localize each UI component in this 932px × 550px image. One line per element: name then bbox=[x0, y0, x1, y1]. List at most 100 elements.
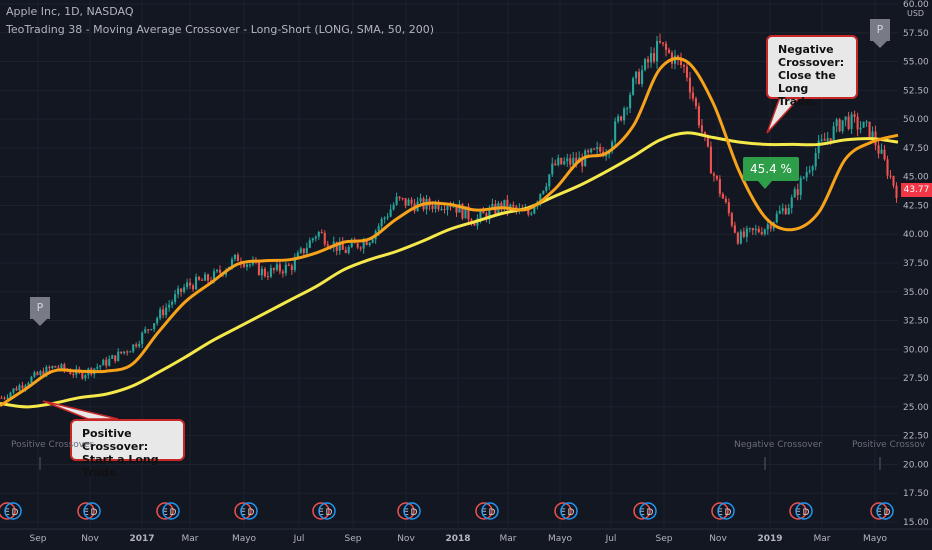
candle-body bbox=[201, 279, 204, 281]
position-marker-close[interactable]: P bbox=[870, 19, 890, 48]
candle-body bbox=[269, 268, 272, 277]
candle-body bbox=[706, 135, 709, 147]
candle-body bbox=[859, 127, 862, 130]
candle-body bbox=[853, 114, 856, 117]
candle-body bbox=[652, 53, 656, 62]
candle-body bbox=[835, 119, 838, 127]
candle-body bbox=[769, 224, 772, 229]
candle-body bbox=[596, 146, 599, 150]
candle-body bbox=[545, 186, 548, 191]
price-tick-label: 17.50 bbox=[903, 489, 929, 499]
candle-body bbox=[72, 374, 75, 376]
candle-body bbox=[587, 150, 590, 153]
candle-body bbox=[485, 213, 488, 220]
time-tick-label: Nov bbox=[81, 534, 99, 544]
price-axis: 60.00 57.50 55.00 52.50 50.00 47.50 45.00 42.50… bbox=[903, 0, 929, 528]
candle-body bbox=[419, 198, 422, 202]
candle-body bbox=[658, 40, 662, 43]
candle-body bbox=[212, 271, 216, 282]
candle-body bbox=[206, 274, 210, 281]
candle-body bbox=[203, 274, 207, 281]
candle-body bbox=[575, 157, 578, 163]
earnings-icon bbox=[397, 502, 415, 520]
candle-body bbox=[781, 208, 784, 211]
candle-body bbox=[685, 66, 689, 78]
candle-body bbox=[500, 202, 503, 210]
candle-body bbox=[39, 371, 42, 375]
candle-body bbox=[736, 232, 739, 244]
candle-body bbox=[751, 228, 754, 231]
dividend-letter: D bbox=[411, 508, 418, 518]
result-pointer bbox=[758, 181, 772, 189]
earnings-letter: E bbox=[318, 508, 324, 518]
candle-body bbox=[473, 223, 476, 226]
candle-body bbox=[344, 249, 347, 253]
candle-body bbox=[763, 229, 766, 235]
candle-body bbox=[482, 211, 485, 214]
candle-body bbox=[407, 199, 410, 206]
callout-line: Trade. bbox=[778, 95, 817, 108]
candle-body bbox=[799, 177, 802, 195]
candle-body bbox=[760, 232, 763, 235]
candle-body bbox=[326, 244, 329, 247]
candle-body bbox=[365, 240, 368, 246]
earnings-letter: E bbox=[560, 508, 566, 518]
candle-body bbox=[724, 198, 727, 203]
candle-body bbox=[554, 163, 557, 165]
candle-body bbox=[847, 116, 850, 129]
candle-body bbox=[877, 145, 880, 154]
candle-body bbox=[401, 198, 404, 200]
candle-body bbox=[159, 309, 162, 319]
candle-body bbox=[12, 388, 15, 393]
candle-body bbox=[248, 264, 251, 266]
candle-body bbox=[691, 92, 695, 99]
candle-body bbox=[380, 218, 383, 227]
dividend-icon bbox=[560, 502, 578, 520]
candle-body bbox=[623, 108, 626, 121]
candle-body bbox=[3, 397, 6, 399]
candle-body bbox=[42, 371, 45, 377]
earnings-icon bbox=[711, 502, 729, 520]
candle-body bbox=[135, 344, 138, 347]
dividend-letter: D bbox=[91, 508, 98, 518]
dividend-letter: D bbox=[170, 508, 177, 518]
price-tick-label: 30.00 bbox=[903, 345, 929, 355]
earnings-letter: E bbox=[717, 508, 723, 518]
candle-body bbox=[590, 148, 593, 153]
candle-body bbox=[18, 385, 21, 391]
candle-body bbox=[883, 149, 886, 160]
negative-crossover-callout: Negative Crossover: Close the Long Trade… bbox=[766, 35, 858, 108]
candle-body bbox=[721, 193, 724, 199]
position-marker-long[interactable]: P bbox=[30, 297, 50, 326]
sma200-line bbox=[0, 131, 899, 409]
candle-body bbox=[817, 140, 820, 154]
earnings-icon bbox=[789, 502, 807, 520]
candle-body bbox=[183, 287, 186, 292]
candle-body bbox=[302, 248, 305, 254]
price-tick-label: 52.50 bbox=[903, 86, 929, 96]
time-tick-label: Mar bbox=[814, 534, 831, 544]
candle-body bbox=[63, 364, 66, 370]
last-price-badge: 43.77 bbox=[901, 183, 932, 197]
candle-body bbox=[805, 171, 808, 178]
candle-body bbox=[383, 217, 386, 219]
candle-body bbox=[886, 159, 889, 176]
candle-body bbox=[512, 204, 515, 207]
candle-body bbox=[461, 203, 464, 219]
candle-body bbox=[236, 254, 240, 262]
time-tick-label: Jul bbox=[293, 534, 305, 544]
candle-body bbox=[15, 388, 18, 391]
candle-body bbox=[165, 307, 168, 316]
candle-body bbox=[467, 206, 470, 220]
candle-body bbox=[177, 288, 180, 295]
candle-body bbox=[650, 53, 653, 63]
dividend-icon bbox=[162, 502, 180, 520]
price-tick-label: 25.00 bbox=[903, 403, 929, 413]
